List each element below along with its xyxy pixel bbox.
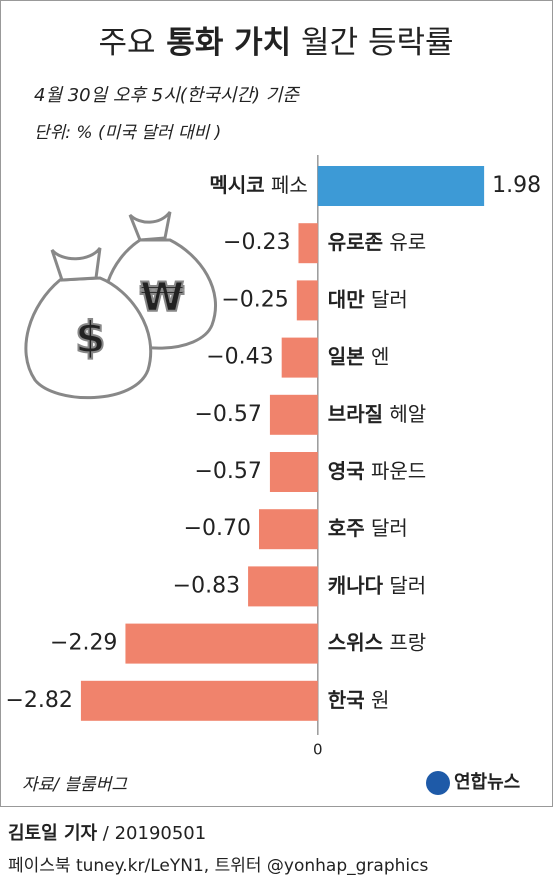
value-label: −2.82 bbox=[5, 688, 72, 713]
bar bbox=[269, 452, 318, 492]
category-label: 호주 달러 bbox=[328, 516, 408, 540]
value-label: −0.25 bbox=[221, 287, 288, 312]
logo-icon bbox=[426, 771, 450, 795]
value-label: −0.43 bbox=[206, 345, 273, 370]
svg-text:₩: ₩ bbox=[140, 275, 184, 321]
category-label: 멕시코 페소 bbox=[209, 173, 307, 197]
bar bbox=[317, 166, 485, 206]
bar bbox=[269, 394, 318, 435]
category-label: 대만 달러 bbox=[328, 287, 408, 311]
category-label: 유로존 유로 bbox=[328, 230, 426, 254]
bar bbox=[298, 223, 318, 264]
bar bbox=[125, 623, 318, 664]
category-label: 한국 원 bbox=[328, 687, 390, 711]
category-label: 일본 엔 bbox=[328, 344, 390, 368]
bar bbox=[80, 680, 318, 721]
x-tick-label: 0 bbox=[313, 741, 323, 759]
footer: 페이스북 tuney.kr/LeYN1, 트위터 @yonhap_graphic… bbox=[8, 856, 428, 876]
money-bags: $ ₩ bbox=[24, 210, 218, 400]
value-label: −0.57 bbox=[194, 402, 261, 427]
value-label: −0.70 bbox=[184, 516, 251, 541]
value-label: −0.23 bbox=[223, 230, 290, 255]
bar bbox=[248, 566, 318, 607]
category-label: 브라질 헤알 bbox=[328, 401, 426, 425]
category-label: 영국 파운드 bbox=[328, 459, 426, 483]
unit-note: 단위: % (미국 달러 대비 ) bbox=[34, 123, 221, 143]
category-label: 스위스 프랑 bbox=[328, 630, 426, 654]
value-label: 1.98 bbox=[492, 173, 541, 198]
bar bbox=[296, 280, 318, 321]
chart-title: 주요 통화 가치 월간 등락률 bbox=[98, 25, 453, 61]
bar bbox=[281, 337, 318, 378]
category-label: 캐나다 달러 bbox=[328, 573, 426, 597]
logo: 연합뉴스 bbox=[454, 771, 520, 793]
value-label: −2.29 bbox=[50, 631, 117, 656]
subtitle: 4월 30일 오후 5시(한국시간) 기준 bbox=[34, 85, 300, 106]
value-label: −0.57 bbox=[194, 459, 261, 484]
value-label: −0.83 bbox=[173, 573, 240, 598]
byline: 김토일 기자 / 20190501 bbox=[8, 823, 206, 844]
source: 자료/ 블룸버그 bbox=[22, 775, 127, 795]
svg-text:$: $ bbox=[75, 312, 106, 363]
bar bbox=[259, 509, 318, 550]
